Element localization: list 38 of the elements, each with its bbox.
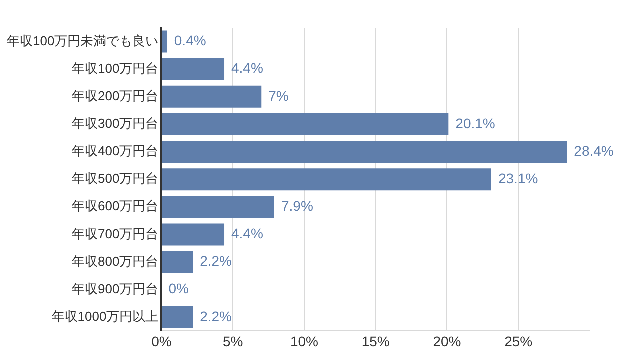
y-tick-label: 年収1000万円以上 xyxy=(52,308,159,324)
data-label: 4.4% xyxy=(232,60,264,76)
y-tick-label: 年収700万円台 xyxy=(72,226,159,242)
data-label: 2.2% xyxy=(200,253,232,270)
y-tick-label: 年収100万円未満でも良い xyxy=(6,33,159,48)
data-label: 0% xyxy=(168,280,189,297)
x-tick-label: 15% xyxy=(362,333,390,350)
data-label: 28.4% xyxy=(574,142,614,159)
data-label: 4.4% xyxy=(232,226,264,242)
bar xyxy=(162,224,225,246)
data-label: 23.1% xyxy=(498,170,538,186)
x-tick-label: 10% xyxy=(290,333,318,350)
bar xyxy=(162,168,492,191)
data-label: 7.9% xyxy=(281,198,314,214)
bar xyxy=(162,86,262,108)
bar xyxy=(162,58,225,80)
bar xyxy=(162,141,568,164)
data-label: 2.2% xyxy=(200,308,232,324)
bar xyxy=(162,30,168,53)
bar xyxy=(162,251,194,274)
x-tick-label: 5% xyxy=(222,333,244,350)
y-tick-label: 年収100万円台 xyxy=(72,60,159,76)
y-tick-label: 年収600万円台 xyxy=(72,198,159,214)
x-tick-label: 20% xyxy=(433,333,462,350)
data-label: 7% xyxy=(268,88,289,104)
bar xyxy=(162,113,449,136)
y-tick-label: 年収800万円台 xyxy=(72,254,159,269)
x-tick-label: 0% xyxy=(152,333,172,350)
y-tick-label: 年収400万円台 xyxy=(72,144,159,159)
data-label: 0.4% xyxy=(174,32,206,49)
y-tick-label: 年収900万円台 xyxy=(72,281,159,296)
y-tick-label: 年収200万円台 xyxy=(72,88,159,104)
data-label: 20.1% xyxy=(456,115,496,132)
x-tick-label: 25% xyxy=(504,333,533,350)
y-tick-label: 年収300万円台 xyxy=(72,116,159,132)
bar xyxy=(162,196,274,218)
y-tick-label: 年収500万円台 xyxy=(72,171,159,186)
bar xyxy=(162,306,194,328)
